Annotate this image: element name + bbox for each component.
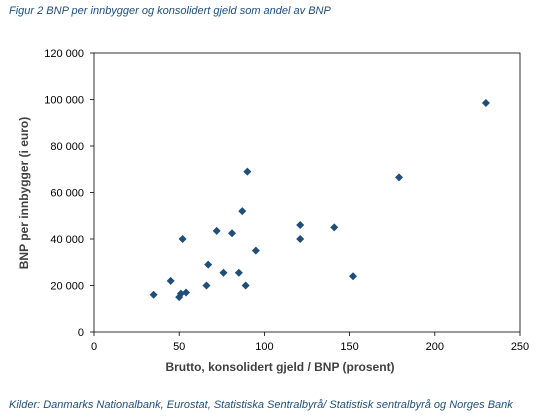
data-point (219, 268, 228, 277)
x-tick-label: 200 (426, 341, 444, 353)
y-tick-label: 0 (78, 327, 84, 339)
y-axis: 0 20 000 40 000 60 000 80 000 100 000 120 000 (44, 48, 94, 339)
data-point (238, 207, 247, 216)
y-axis-title: BNP per innbygger (i euro) (17, 117, 31, 269)
data-points (149, 98, 490, 302)
data-point (481, 98, 490, 107)
data-point (202, 281, 211, 290)
data-point (349, 272, 358, 281)
figure-caption: Figur 2 BNP per innbygger og konsolidert… (9, 5, 331, 17)
y-tick-label: 40 000 (50, 234, 84, 246)
y-tick-label: 60 000 (50, 188, 84, 200)
data-point (243, 167, 252, 176)
data-point (234, 268, 243, 277)
y-tick-label: 120 000 (44, 48, 84, 60)
x-axis-title: Brutto, konsolidert gjeld / BNP (prosent… (165, 360, 394, 374)
data-point (228, 229, 237, 238)
x-tick-label: 50 (173, 341, 185, 353)
data-point (241, 281, 250, 290)
x-tick-label: 150 (340, 341, 358, 353)
data-point (330, 223, 339, 232)
x-tick-label: 0 (91, 341, 97, 353)
data-point (166, 276, 175, 285)
data-point (212, 226, 221, 235)
y-tick-label: 100 000 (44, 95, 84, 107)
x-axis: 0 50 100 150 200 250 (91, 332, 529, 353)
x-tick-label: 250 (511, 341, 529, 353)
y-tick-label: 20 000 (50, 281, 84, 293)
data-point (395, 173, 404, 182)
data-point (296, 235, 305, 243)
data-point (251, 246, 260, 255)
y-tick-label: 80 000 (50, 141, 84, 153)
data-point (149, 290, 158, 299)
data-point (178, 235, 187, 243)
data-point (182, 288, 191, 297)
data-point (204, 260, 213, 269)
source-note: Kilder: Danmarks Nationalbank, Eurostat,… (9, 399, 513, 411)
x-tick-label: 100 (255, 341, 273, 353)
plot-area (93, 52, 521, 333)
data-point (296, 221, 305, 230)
